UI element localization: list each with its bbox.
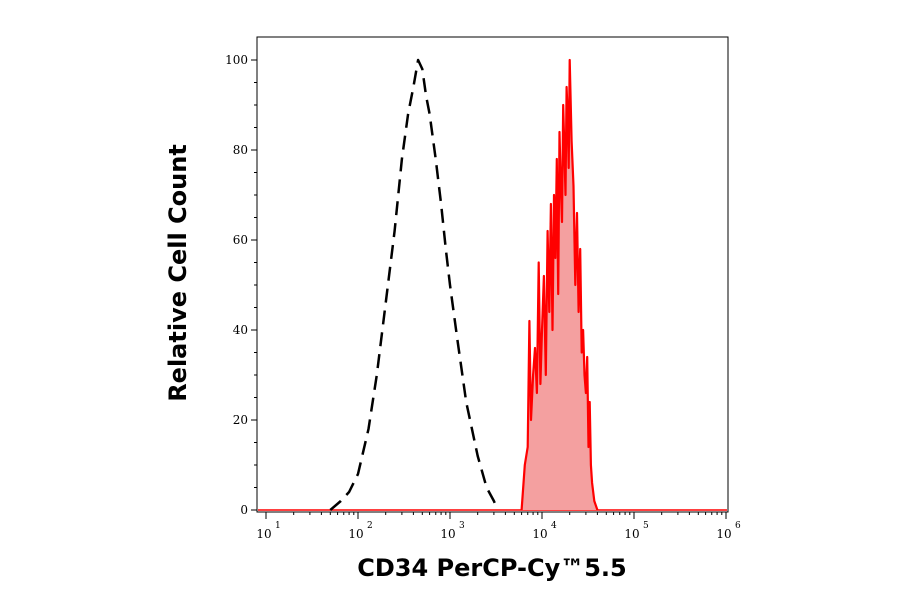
series-1-line	[520, 58, 599, 511]
y-axis-title: Relative Cell Count	[164, 144, 192, 402]
series-1-fill	[521, 60, 598, 510]
x-tick-label: 10	[716, 527, 731, 541]
y-tick-label: 60	[233, 233, 248, 247]
x-axis-title: CD34 PerCP-Cy™5.5	[357, 554, 627, 582]
x-axis-ticks: 10 1 10 2 10 3 10 4 10 5 10 6	[256, 512, 741, 541]
x-tick-label: 10	[348, 527, 363, 541]
x-tick-label: 10	[624, 527, 639, 541]
y-tick-label: 40	[233, 323, 248, 337]
y-tick-label: 0	[240, 503, 248, 517]
x-tick-exponent: 6	[735, 521, 741, 531]
y-axis-minor-ticks	[254, 82, 257, 488]
x-tick-label: 10	[532, 527, 547, 541]
x-tick-exponent: 3	[459, 521, 465, 531]
y-tick-label: 20	[233, 413, 248, 427]
x-tick-label: 10	[440, 527, 455, 541]
y-axis-major-ticks: 0 20 40 60 80 100	[225, 53, 257, 517]
x-tick-label: 10	[256, 527, 271, 541]
x-tick-exponent: 1	[275, 521, 281, 531]
series-layer	[258, 58, 727, 511]
series-0-line	[329, 58, 499, 511]
plot-frame	[256, 36, 729, 513]
x-tick-exponent: 4	[551, 521, 557, 531]
x-tick-exponent: 2	[367, 521, 373, 531]
y-tick-label: 80	[233, 143, 248, 157]
x-tick-exponent: 5	[643, 521, 649, 531]
y-tick-label: 100	[225, 53, 248, 67]
